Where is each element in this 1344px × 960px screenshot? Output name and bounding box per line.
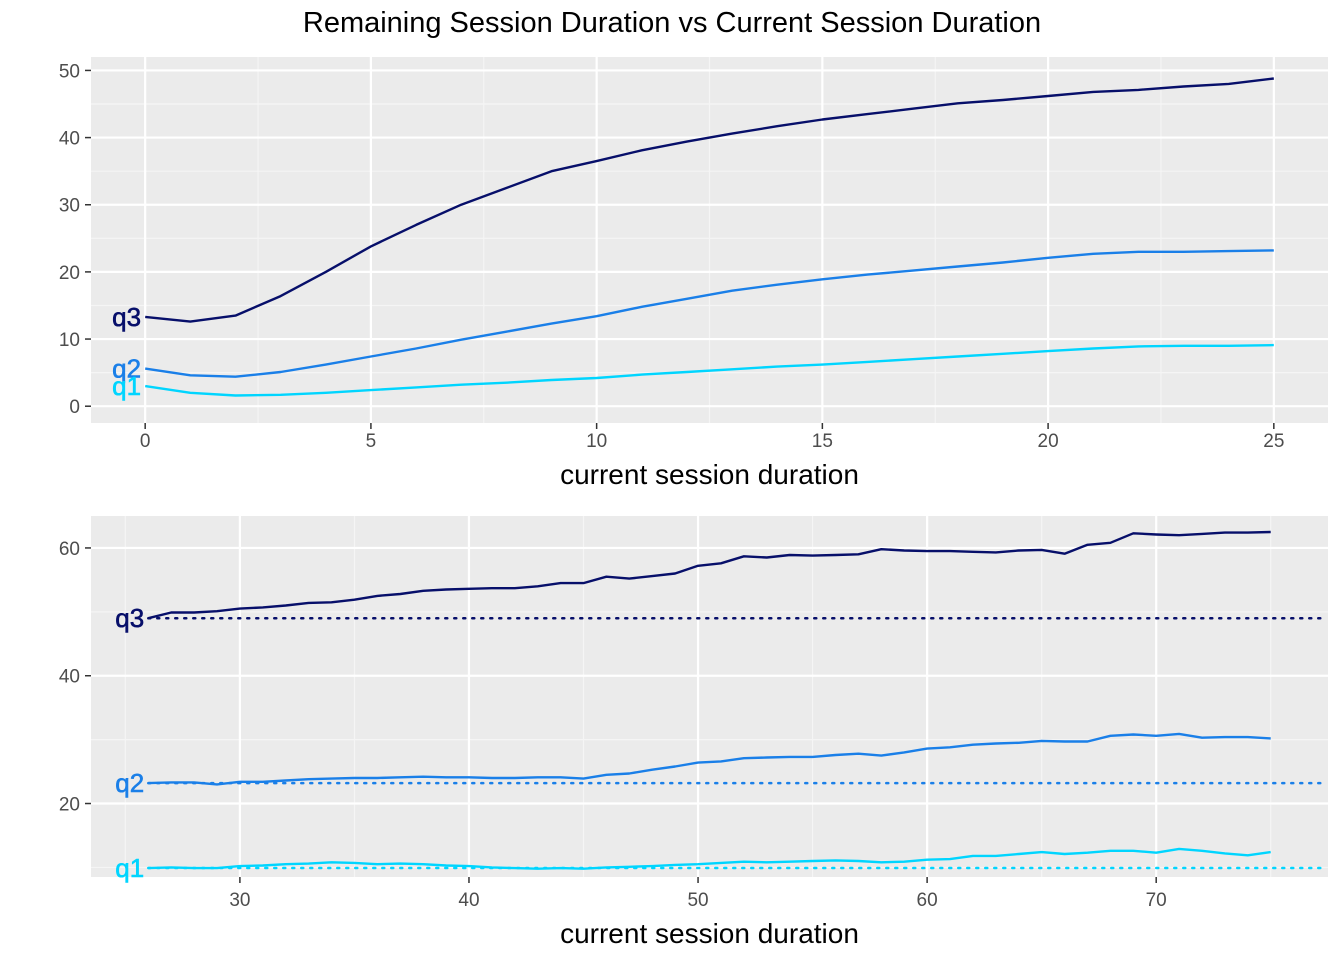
series-line-q3 (148, 530, 1271, 620)
x-tick-label: 5 (366, 431, 377, 452)
y-tick-label: 50 (59, 61, 80, 82)
y-tick-label: 60 (59, 539, 80, 560)
y-tick-label: 20 (59, 795, 80, 816)
x-tick-label: 15 (812, 431, 833, 452)
series-line-q1 (148, 847, 1271, 870)
y-tick-label: 20 (59, 263, 80, 284)
series-line-q1 (145, 343, 1274, 397)
series-label-q1: q1 (112, 371, 141, 401)
x-tick-label: 10 (586, 431, 607, 452)
x-tick-label: 70 (1146, 890, 1167, 911)
x-axis-label: current session duration (560, 459, 859, 490)
x-axis-label: current session duration (560, 918, 859, 949)
series-label-q3: q3 (115, 603, 144, 633)
bottom-panel: 30 40 50 60 70 20 40 60 q3 q2 q1 current session du… (59, 516, 1328, 949)
series-line-q3 (145, 77, 1274, 323)
x-tick-label: 50 (687, 890, 708, 911)
x-tick-label: 30 (229, 890, 250, 911)
y-tick-label: 10 (59, 330, 80, 351)
x-tick-label: 60 (917, 890, 938, 911)
y-tick-label: 30 (59, 196, 80, 217)
series-line-q2 (148, 732, 1271, 786)
x-tick-label: 40 (458, 890, 479, 911)
plot-panel-background (91, 516, 1328, 877)
series-label-q3: q3 (112, 302, 141, 332)
y-tick-label: 0 (69, 397, 80, 418)
series-label-q2: q2 (112, 354, 141, 384)
series-label-q1: q1 (115, 853, 144, 883)
series-label-q2: q2 (115, 768, 144, 798)
y-tick-label: 40 (59, 129, 80, 150)
x-tick-label: 0 (140, 431, 151, 452)
y-tick-label: 40 (59, 667, 80, 688)
series-line-q2 (145, 249, 1274, 378)
x-tick-label: 25 (1263, 431, 1284, 452)
x-tick-label: 20 (1038, 431, 1059, 452)
chart-title: Remaining Session Duration vs Current Se… (303, 7, 1041, 39)
